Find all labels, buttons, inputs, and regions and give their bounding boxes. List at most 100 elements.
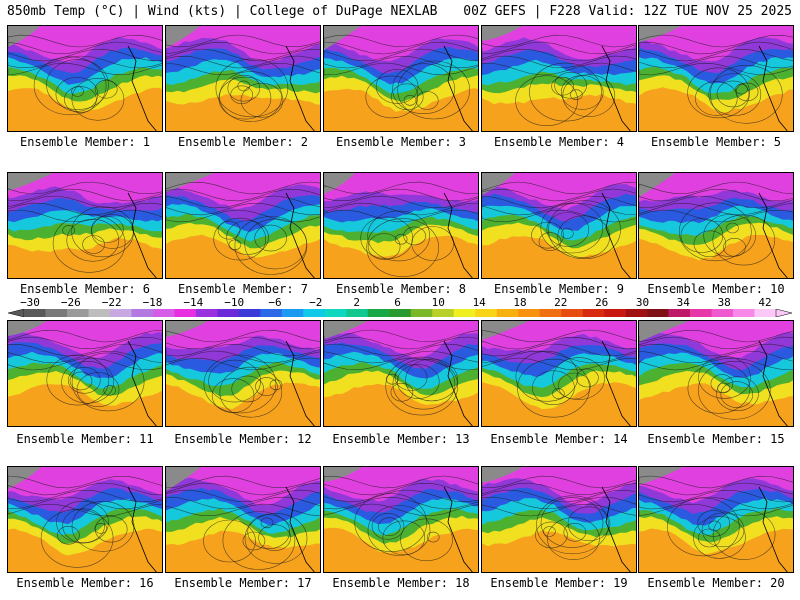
colorbar-swatch bbox=[711, 309, 734, 317]
colorbar-swatch bbox=[410, 309, 433, 317]
ensemble-member-map bbox=[323, 466, 479, 573]
colorbar-swatch bbox=[281, 309, 304, 317]
colorbar-tick-label: −22 bbox=[101, 296, 122, 309]
colorbar-swatch bbox=[24, 309, 46, 317]
colorbar-swatch bbox=[66, 309, 89, 317]
colorbar-swatch bbox=[539, 309, 562, 317]
ensemble-member-map bbox=[165, 466, 321, 573]
colorbar-swatch bbox=[131, 309, 154, 317]
ensemble-member-label: Ensemble Member: 11 bbox=[16, 432, 154, 446]
colorbar-swatch bbox=[475, 309, 497, 317]
ensemble-member-label: Ensemble Member: 7 bbox=[177, 282, 309, 296]
ensemble-member-label: Ensemble Member: 4 bbox=[493, 135, 625, 149]
temperature-field bbox=[166, 467, 320, 572]
colorbar-tick-label: −14 bbox=[183, 296, 204, 309]
temperature-field bbox=[166, 173, 320, 278]
colorbar-swatch bbox=[174, 309, 197, 317]
colorbar-swatch bbox=[668, 309, 691, 317]
colorbar-min-arrow bbox=[8, 309, 25, 317]
temperature-field bbox=[166, 321, 320, 426]
ensemble-member-map bbox=[481, 25, 637, 132]
colorbar-swatch bbox=[604, 309, 626, 317]
ensemble-member-map bbox=[165, 320, 321, 427]
colorbar-tick-label: 14 bbox=[472, 296, 486, 309]
ensemble-member-label: Ensemble Member: 16 bbox=[16, 576, 154, 590]
temperature-field bbox=[639, 26, 793, 131]
colorbar-swatch bbox=[754, 309, 777, 317]
ensemble-member-label: Ensemble Member: 3 bbox=[335, 135, 467, 149]
ensemble-member-label: Ensemble Member: 18 bbox=[332, 576, 470, 590]
ensemble-member-map bbox=[638, 25, 794, 132]
ensemble-member-map bbox=[638, 466, 794, 573]
colorbar-tick-label: 30 bbox=[635, 296, 650, 309]
ensemble-member-map bbox=[323, 172, 479, 279]
colorbar-tick-label: 18 bbox=[513, 296, 527, 309]
temperature-field bbox=[324, 26, 478, 131]
temperature-field bbox=[639, 467, 793, 572]
ensemble-member-map bbox=[481, 466, 637, 573]
temperature-field bbox=[8, 173, 162, 278]
temperature-field bbox=[482, 467, 636, 572]
model-run-info: 00Z GEFS | F228 Valid: 12Z TUE NOV 25 20… bbox=[463, 4, 792, 19]
temperature-colorbar bbox=[8, 309, 792, 317]
temperature-field bbox=[482, 173, 636, 278]
colorbar-swatch bbox=[582, 309, 605, 317]
ensemble-member-map bbox=[165, 172, 321, 279]
colorbar-tick-label: −2 bbox=[309, 296, 323, 309]
ensemble-member-label: Ensemble Member: 10 bbox=[647, 282, 785, 296]
ensemble-member-label: Ensemble Member: 12 bbox=[174, 432, 312, 446]
colorbar-swatch bbox=[496, 309, 519, 317]
ensemble-member-map bbox=[323, 25, 479, 132]
colorbar-swatch bbox=[217, 309, 240, 317]
colorbar-swatch bbox=[561, 309, 583, 317]
temperature-field bbox=[324, 173, 478, 278]
colorbar-tick-label: 10 bbox=[431, 296, 445, 309]
colorbar-swatch bbox=[238, 309, 261, 317]
colorbar-swatch bbox=[109, 309, 132, 317]
colorbar-tick-label: 26 bbox=[595, 296, 609, 309]
colorbar-tick-label: −10 bbox=[224, 296, 245, 309]
temperature-field bbox=[324, 321, 478, 426]
ensemble-member-label: Ensemble Member: 9 bbox=[493, 282, 625, 296]
colorbar-swatch bbox=[432, 309, 455, 317]
ensemble-member-label: Ensemble Member: 15 bbox=[647, 432, 785, 446]
ensemble-member-map bbox=[481, 172, 637, 279]
colorbar-swatch bbox=[88, 309, 111, 317]
temperature-field bbox=[166, 26, 320, 131]
colorbar-tick-label: 38 bbox=[717, 296, 731, 309]
temperature-field bbox=[8, 467, 162, 572]
ensemble-member-map bbox=[7, 25, 163, 132]
map-title: 850mb Temp (°C) | Wind (kts) | College o… bbox=[7, 4, 438, 19]
ensemble-member-label: Ensemble Member: 1 bbox=[19, 135, 151, 149]
colorbar-swatch bbox=[303, 309, 326, 317]
ensemble-member-label: Ensemble Member: 19 bbox=[490, 576, 628, 590]
colorbar-swatch bbox=[45, 309, 68, 317]
ensemble-member-label: Ensemble Member: 6 bbox=[19, 282, 151, 296]
colorbar-swatch bbox=[195, 309, 218, 317]
ensemble-member-map bbox=[323, 320, 479, 427]
colorbar-swatch bbox=[346, 309, 369, 317]
colorbar-swatch bbox=[647, 309, 669, 317]
colorbar-swatch bbox=[453, 309, 476, 317]
ensemble-member-map bbox=[638, 172, 794, 279]
ensemble-member-map bbox=[7, 320, 163, 427]
colorbar-swatch bbox=[152, 309, 175, 317]
ensemble-member-map bbox=[7, 172, 163, 279]
temperature-field bbox=[639, 173, 793, 278]
colorbar-tick-label: −6 bbox=[268, 296, 282, 309]
ensemble-member-label: Ensemble Member: 17 bbox=[174, 576, 312, 590]
colorbar-tick-label: 22 bbox=[554, 296, 568, 309]
colorbar-swatch bbox=[367, 309, 390, 317]
colorbar-tick-label: −26 bbox=[60, 296, 81, 309]
colorbar-tick-label: −30 bbox=[20, 296, 40, 309]
temperature-field bbox=[8, 321, 162, 426]
ensemble-member-label: Ensemble Member: 5 bbox=[650, 135, 782, 149]
ensemble-member-label: Ensemble Member: 13 bbox=[332, 432, 470, 446]
ensemble-member-label: Ensemble Member: 20 bbox=[647, 576, 785, 590]
colorbar-tick-label: 42 bbox=[758, 296, 772, 309]
colorbar-tick-label: 2 bbox=[353, 296, 360, 309]
colorbar-swatch bbox=[733, 309, 755, 317]
ensemble-member-label: Ensemble Member: 14 bbox=[490, 432, 628, 446]
colorbar-swatch bbox=[389, 309, 412, 317]
ensemble-member-map bbox=[7, 466, 163, 573]
